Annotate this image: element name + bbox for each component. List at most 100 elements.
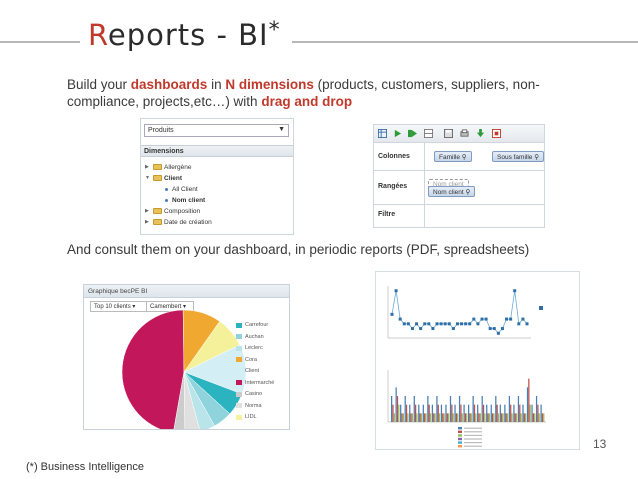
bar: [452, 413, 454, 422]
dimensions-header: Dimensions: [141, 145, 293, 157]
bar: [451, 404, 453, 422]
tree-item-date-creation[interactable]: ▶ Date de création: [145, 217, 212, 227]
dimension-select[interactable]: Produits ▼: [144, 124, 289, 137]
search-icon[interactable]: ⚲: [465, 189, 471, 196]
tree-item-label: Client: [164, 174, 183, 182]
bar: [511, 413, 513, 422]
bar: [396, 396, 399, 422]
legend-item: Intermarché: [236, 380, 274, 386]
tree-item-all-client[interactable]: All Client: [165, 184, 198, 194]
bar: [429, 413, 432, 422]
bar: [502, 413, 504, 422]
rows-label: Rangées: [378, 183, 408, 190]
grid-icon[interactable]: [424, 129, 433, 138]
tree-item-composition[interactable]: ▶ Composition: [145, 206, 200, 216]
legend-swatch: [236, 345, 242, 351]
bar: [484, 413, 486, 422]
select-value: Top 10 clients: [94, 304, 131, 310]
column-chip-sous-famille[interactable]: Sous famille ⚲: [492, 151, 544, 162]
bar: [458, 396, 461, 422]
legend-item: Leclerc: [236, 345, 263, 351]
intro-highlight-dimensions: N dimensions: [225, 77, 314, 92]
print-icon[interactable]: [460, 129, 469, 138]
line-point: [480, 317, 484, 321]
row-chip-nom-client[interactable]: Nom client ⚲: [428, 186, 476, 197]
collapse-icon[interactable]: ▼: [145, 175, 150, 181]
bar: [482, 404, 485, 422]
intro-paragraph: Build your dashboards in N dimensions (p…: [67, 76, 567, 110]
export-icon[interactable]: [476, 129, 485, 138]
bar: [401, 413, 403, 422]
bar-legend-swatch: [458, 434, 462, 437]
legend-swatch: [236, 414, 242, 420]
bar: [393, 413, 395, 422]
bar: [449, 396, 452, 422]
tree-item-nom-client[interactable]: Nom client: [165, 195, 205, 205]
bar-legend-text: [464, 438, 482, 440]
bar: [418, 404, 420, 422]
line-point: [451, 327, 455, 331]
pivot-toolbar: [374, 125, 544, 143]
bar: [448, 413, 450, 422]
legend-item: Casino: [236, 391, 262, 397]
bar: [531, 404, 533, 422]
table-icon[interactable]: [378, 129, 387, 138]
legend-swatch: [236, 334, 242, 339]
pie-slice[interactable]: [173, 371, 186, 429]
intro-text-2: in: [207, 77, 226, 92]
chevron-down-icon: ▼: [278, 126, 285, 133]
bar: [515, 413, 518, 422]
bar: [519, 404, 521, 422]
bar: [420, 413, 423, 422]
bar: [463, 404, 465, 422]
report-panel: [375, 271, 580, 450]
line-legend-swatch: [539, 306, 543, 310]
folder-icon: [153, 208, 162, 214]
bar: [455, 413, 458, 422]
pdf-icon[interactable]: [492, 129, 501, 138]
pie-slice[interactable]: [183, 371, 215, 429]
columns-label: Colonnes: [378, 153, 410, 160]
line-series: [391, 290, 528, 334]
search-icon[interactable]: ⚲: [534, 154, 539, 161]
bar: [428, 404, 430, 422]
expand-icon[interactable]: ▶: [145, 164, 149, 170]
bar: [410, 413, 412, 422]
bar: [540, 404, 542, 422]
intro-text-3: (products, customers, suppliers, non-com…: [67, 77, 540, 109]
legend-label: LIDL: [245, 414, 257, 420]
line-point: [406, 322, 410, 326]
bar: [514, 413, 516, 422]
column-chip-famille[interactable]: Famille ⚲: [434, 151, 472, 162]
bar-legend-swatch: [458, 430, 462, 433]
chip-label: Sous famille: [497, 154, 533, 161]
save-icon[interactable]: [444, 129, 453, 138]
expand-icon[interactable]: ▶: [145, 219, 149, 225]
intro-highlight-drag-drop: drag and drop: [261, 94, 353, 109]
tree-item-allergene[interactable]: ▶ Allergène: [145, 162, 191, 172]
line-point: [500, 327, 504, 331]
play-all-icon[interactable]: [408, 129, 417, 138]
bar: [520, 413, 522, 422]
tree-item-client[interactable]: ▼ Client: [145, 173, 182, 183]
pie-slice[interactable]: [121, 309, 185, 429]
search-icon[interactable]: ⚲: [461, 154, 467, 161]
level-dot-icon: [165, 187, 168, 191]
pie-slice[interactable]: [183, 371, 200, 429]
legend-swatch: [236, 368, 242, 374]
dimensions-panel: Produits ▼ Dimensions ▶ Allergène ▼ Client …: [140, 118, 294, 235]
bar: [409, 404, 411, 422]
bar: [414, 404, 417, 422]
pie-panel-title: Graphique becPE BI: [84, 285, 289, 298]
play-icon[interactable]: [393, 129, 402, 138]
report-charts: [387, 286, 546, 448]
bar: [517, 396, 520, 422]
intro-highlight-dashboards: dashboards: [130, 77, 208, 92]
title-rule-right: [292, 41, 638, 43]
bar: [391, 396, 393, 422]
bar: [541, 413, 544, 422]
bar: [513, 404, 515, 422]
expand-icon[interactable]: ▶: [145, 208, 149, 214]
title-rule-left: [0, 41, 80, 43]
bar: [438, 413, 441, 422]
